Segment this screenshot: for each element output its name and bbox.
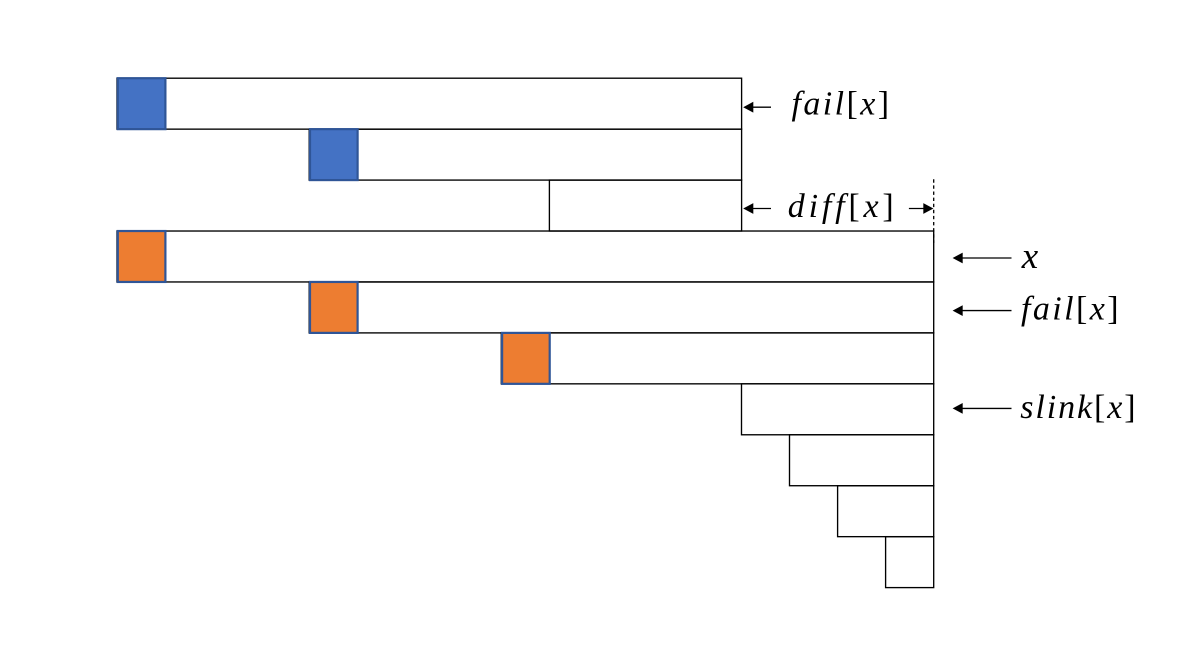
svg-text:x: x <box>1021 236 1039 277</box>
svg-text:slink[x]: slink[x] <box>1020 389 1137 426</box>
svg-text:fail[x]: fail[x] <box>1021 291 1121 328</box>
svg-text:diff[x]: diff[x] <box>788 188 898 225</box>
svg-text:fail[x]: fail[x] <box>792 86 892 123</box>
